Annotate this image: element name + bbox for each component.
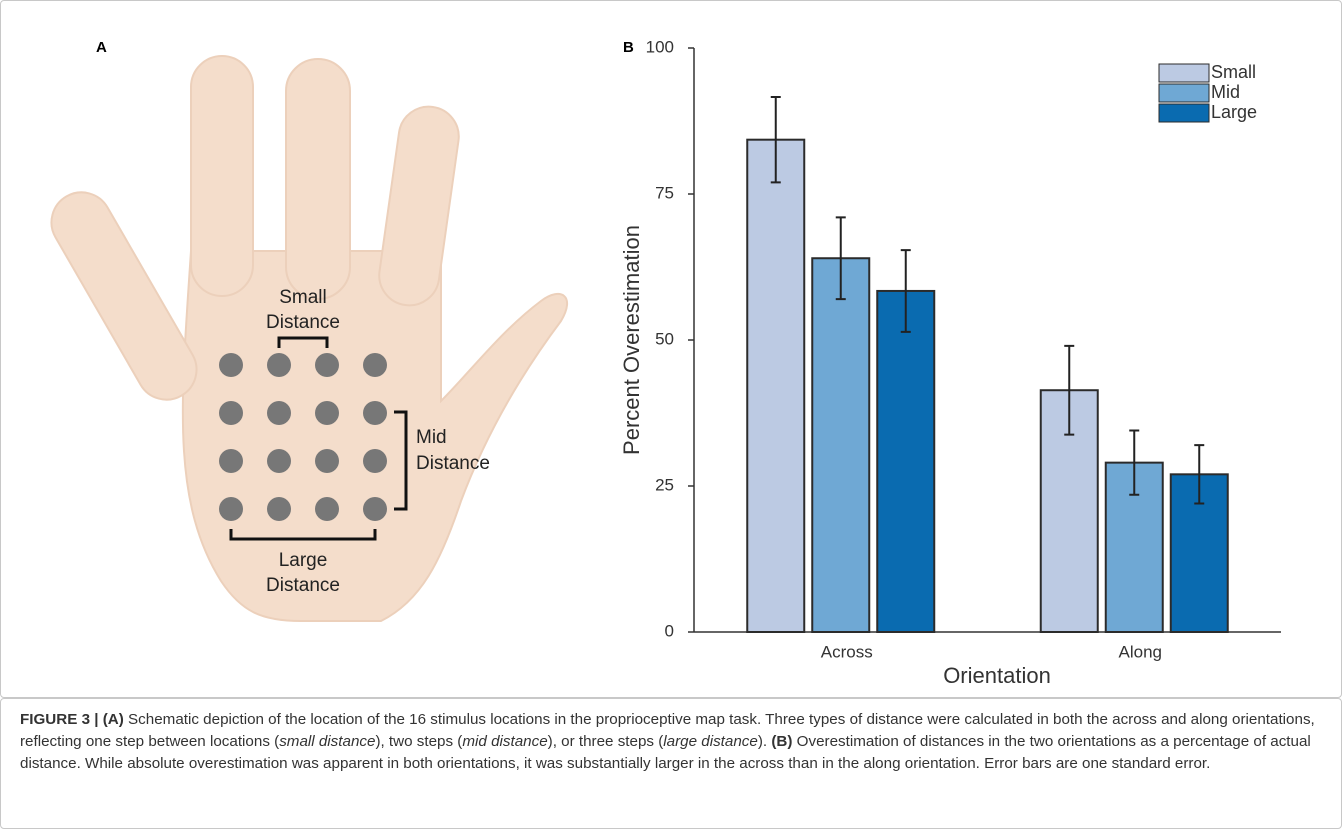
stimulus-dot <box>219 449 243 473</box>
caption-run: Schematic depiction of the location of t… <box>20 711 1315 750</box>
annotation: Mid <box>416 427 447 448</box>
y-tick-label: 100 <box>646 37 674 56</box>
stimulus-dot <box>219 353 243 377</box>
stimulus-dot <box>219 497 243 521</box>
y-axis-title: Percent Overestimation <box>619 225 644 455</box>
stimulus-dot <box>315 497 339 521</box>
error-bar <box>835 216 846 301</box>
x-tick-label: Along <box>1119 642 1162 661</box>
legend-swatch <box>1158 103 1210 123</box>
stimulus-dot <box>267 497 291 521</box>
caption-run: ). <box>757 733 772 750</box>
bar <box>876 289 936 633</box>
y-tick-label: 75 <box>655 183 674 202</box>
bar <box>746 138 806 634</box>
annotation: Large <box>279 550 328 571</box>
error-bar <box>1129 429 1140 496</box>
stimulus-dot <box>363 401 387 425</box>
error-bar <box>1064 344 1075 436</box>
error-bar <box>1194 444 1205 505</box>
stimulus-dot <box>267 449 291 473</box>
figure: A Small Distance Mid Distance Large Dist… <box>0 0 1342 698</box>
caption-run: Overestimation of distances in the two o… <box>20 733 1311 772</box>
caption: FIGURE 3 | (A) Schematic depiction of th… <box>0 698 1342 829</box>
caption-run: mid distance <box>462 733 548 750</box>
figure-canvas: A Small Distance Mid Distance Large Dist… <box>50 37 1281 688</box>
y-tick-label: 0 <box>665 621 674 640</box>
x-tick-label: Across <box>821 642 873 661</box>
caption-run: ), two steps ( <box>375 733 463 750</box>
legend-swatch <box>1158 83 1210 103</box>
annotation: Distance <box>266 312 340 333</box>
annotation: Small <box>279 287 327 308</box>
stimulus-dot <box>315 353 339 377</box>
caption-run: large distance <box>663 733 758 750</box>
annotation: Distance <box>266 575 340 596</box>
stimulus-dot <box>219 401 243 425</box>
stimulus-dot <box>363 353 387 377</box>
stimulus-dot <box>315 449 339 473</box>
panel-label: A <box>96 39 107 56</box>
legend-label: Mid <box>1211 82 1240 102</box>
legend-swatch <box>1158 63 1210 83</box>
caption-run: FIGURE 3 | <box>20 711 103 728</box>
stimulus-dot <box>267 401 291 425</box>
bar <box>811 257 871 633</box>
legend-label: Large <box>1211 102 1257 122</box>
legend-label: Small <box>1211 62 1256 82</box>
error-bar <box>900 249 911 333</box>
stimulus-grid <box>219 353 387 521</box>
caption-run: small distance <box>279 733 376 750</box>
x-axis-title: Orientation <box>943 663 1051 688</box>
stimulus-dot <box>363 449 387 473</box>
y-tick-label: 50 <box>655 329 674 348</box>
caption-run: (A) <box>102 711 124 728</box>
stimulus-dot <box>363 497 387 521</box>
caption-run: ), or three steps ( <box>547 733 664 750</box>
annotation: Distance <box>416 453 490 474</box>
panel-label: B <box>623 39 634 56</box>
brackets <box>229 336 408 541</box>
y-tick-label: 25 <box>655 475 674 494</box>
stimulus-dot <box>315 401 339 425</box>
caption-run: (B) <box>771 733 793 750</box>
stimulus-dot <box>267 353 291 377</box>
error-bar <box>770 96 781 184</box>
